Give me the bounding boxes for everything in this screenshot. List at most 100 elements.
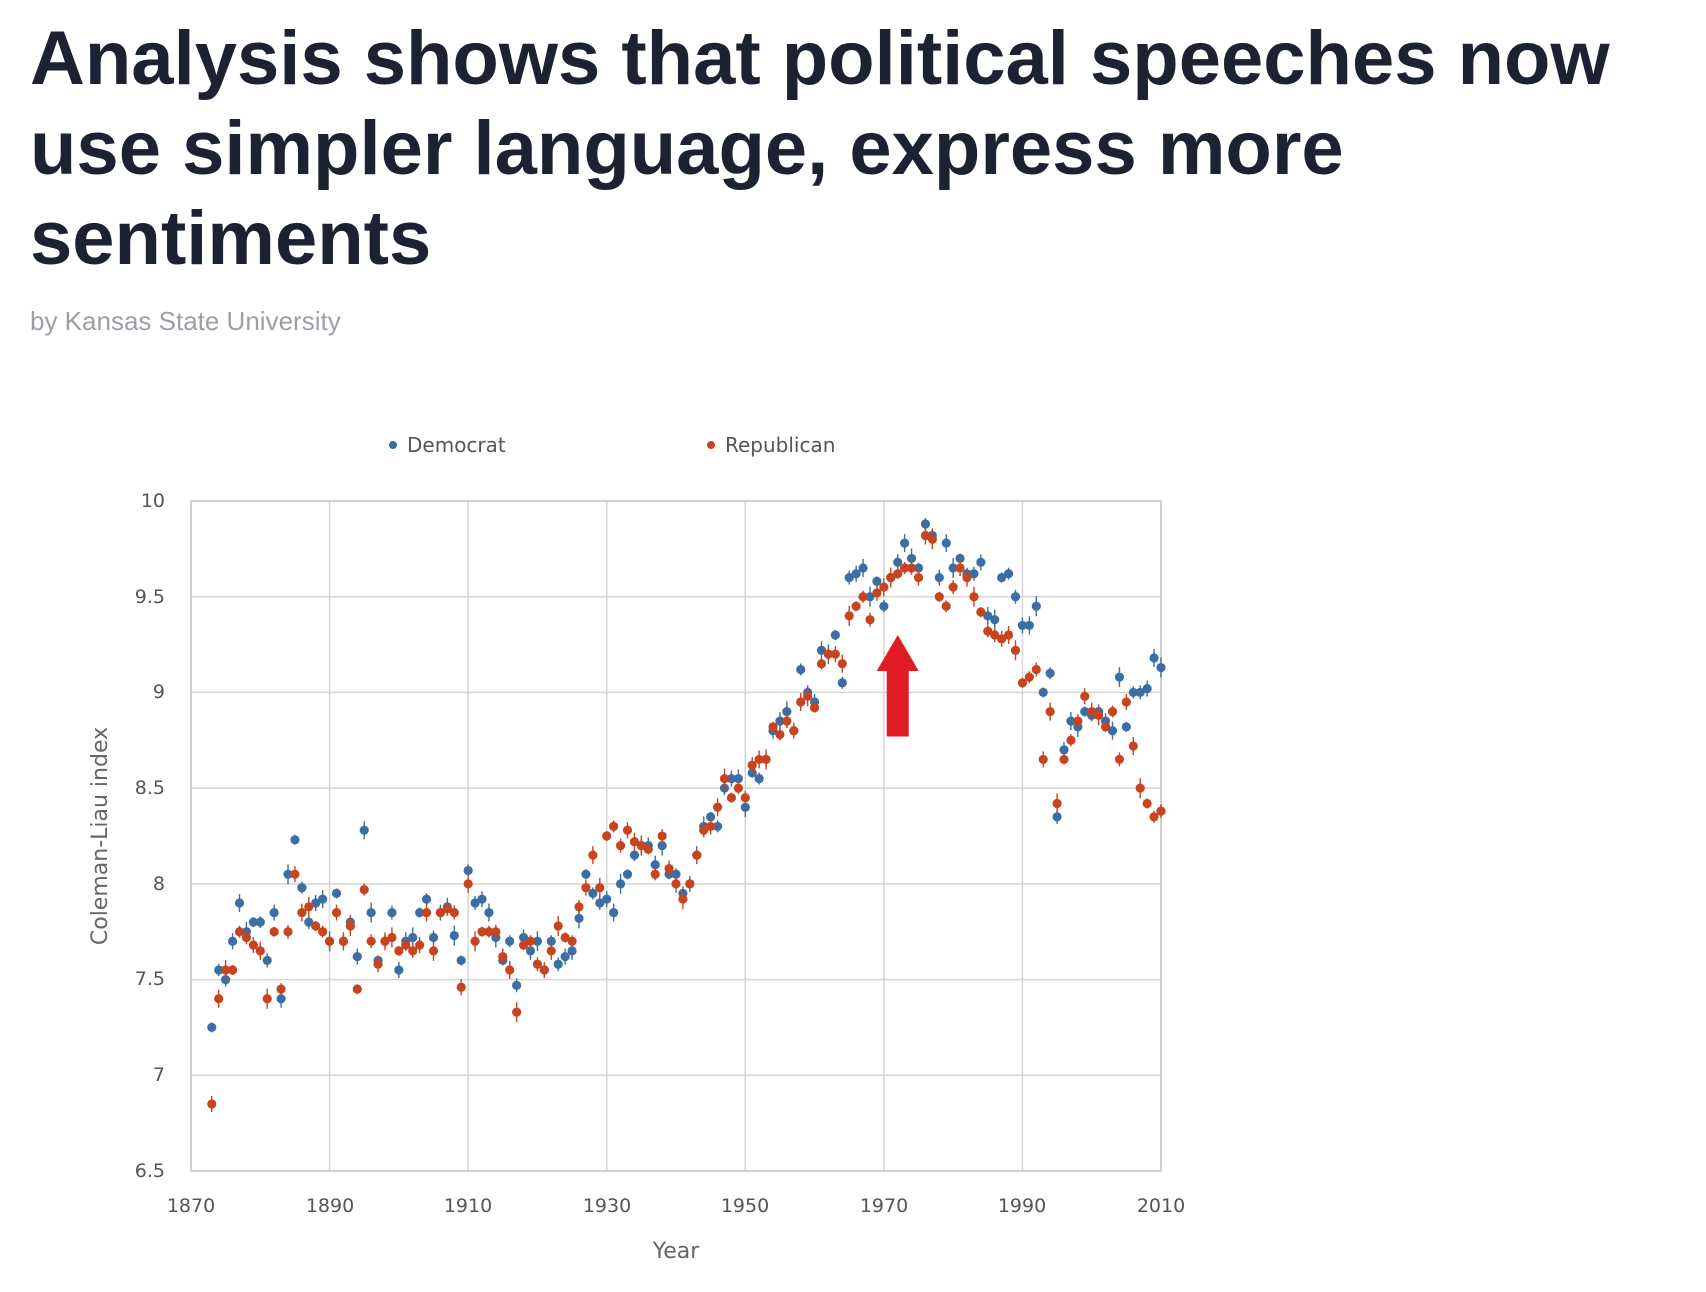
data-point-democrat — [318, 894, 328, 904]
chart-grid — [190, 500, 1162, 1172]
data-point-republican — [456, 982, 466, 992]
data-point-democrat — [227, 936, 238, 946]
data-point-democrat — [1024, 620, 1034, 631]
x-axis-title: Year — [652, 1239, 701, 1264]
data-point-republican — [740, 793, 750, 803]
data-point-republican — [622, 825, 633, 835]
data-point-republican — [1080, 691, 1090, 701]
data-point-republican — [796, 697, 806, 707]
data-point-republican — [581, 883, 591, 893]
data-point-democrat — [941, 538, 951, 548]
data-point-democrat — [207, 1022, 217, 1033]
data-point-democrat — [650, 860, 660, 870]
data-point-democrat — [816, 645, 827, 655]
data-point-republican — [1052, 798, 1062, 809]
data-point-republican — [768, 722, 778, 732]
data-point-republican — [331, 907, 342, 918]
data-point-republican — [505, 965, 515, 975]
x-tick-label: 1950 — [721, 1195, 769, 1217]
data-point-republican — [401, 940, 411, 950]
data-point-republican — [394, 946, 404, 956]
data-point-republican — [221, 965, 231, 975]
data-point-republican — [782, 716, 792, 726]
data-point-republican — [449, 907, 459, 918]
data-point-democrat — [906, 553, 917, 564]
data-point-democrat — [1038, 687, 1048, 698]
data-point-democrat — [463, 865, 473, 876]
data-point-democrat — [408, 932, 418, 943]
data-point-democrat — [976, 557, 986, 567]
data-point-democrat — [830, 630, 840, 640]
data-point-democrat — [615, 879, 626, 889]
data-point-republican — [387, 932, 397, 943]
data-point-republican — [567, 936, 577, 946]
data-point-republican — [803, 691, 813, 701]
data-point-democrat — [560, 952, 570, 962]
data-point-democrat — [997, 572, 1007, 583]
data-point-republican — [1128, 741, 1138, 751]
data-point-republican — [983, 626, 993, 636]
data-point-republican — [872, 588, 882, 598]
data-point-republican — [650, 869, 660, 879]
data-point-democrat — [1114, 672, 1125, 682]
data-point-democrat — [394, 965, 404, 975]
data-point-republican — [311, 921, 321, 931]
data-point-republican — [1121, 697, 1131, 707]
data-point-republican — [214, 994, 224, 1004]
data-point-republican — [345, 921, 355, 931]
data-point-republican — [262, 994, 272, 1004]
data-point-republican — [1094, 710, 1104, 720]
data-point-democrat — [421, 894, 432, 904]
data-point-democrat — [581, 869, 591, 879]
data-point-republican — [1031, 664, 1041, 675]
data-point-democrat — [297, 883, 307, 893]
data-point-republican — [463, 879, 473, 889]
data-point-republican — [304, 902, 314, 912]
y-tick-label: 7.5 — [135, 968, 165, 990]
data-point-republican — [560, 932, 570, 943]
data-point-democrat — [1142, 684, 1152, 694]
data-point-republican — [636, 840, 646, 851]
data-point-democrat — [428, 932, 439, 943]
y-tick-label: 9 — [153, 681, 165, 703]
data-point-democrat — [740, 802, 750, 812]
data-point-democrat — [754, 773, 764, 784]
data-point-republican — [595, 883, 605, 893]
data-point-democrat — [595, 898, 605, 908]
data-point-republican — [276, 984, 286, 994]
data-point-republican — [352, 984, 362, 994]
y-tick-label: 8 — [153, 873, 165, 895]
data-point-republican — [906, 563, 917, 573]
data-point-democrat — [602, 894, 612, 904]
data-point-democrat — [622, 869, 633, 879]
data-point-republican — [227, 965, 238, 975]
data-point-republican — [879, 582, 889, 592]
data-point-democrat — [366, 907, 376, 918]
data-point-democrat — [553, 959, 563, 969]
data-point-republican — [664, 863, 674, 874]
data-point-republican — [1142, 798, 1152, 809]
data-point-democrat — [1107, 726, 1118, 736]
data-point-republican — [1017, 678, 1028, 688]
data-point-republican — [512, 1007, 522, 1017]
data-point-democrat — [1149, 653, 1159, 663]
data-point-democrat — [518, 932, 529, 943]
data-point-republican — [338, 936, 349, 946]
data-point-republican — [851, 601, 861, 611]
data-point-republican — [893, 569, 903, 579]
data-point-democrat — [290, 835, 300, 845]
data-point-republican — [290, 869, 300, 879]
data-point-republican — [1114, 754, 1125, 765]
data-point-republican — [837, 659, 847, 669]
data-point-republican — [408, 946, 418, 956]
chart-legend: Democrat Republican — [389, 433, 835, 457]
data-point-democrat — [505, 936, 515, 946]
data-point-republican — [719, 773, 730, 784]
data-point-democrat — [706, 812, 716, 822]
data-point-republican — [643, 844, 653, 854]
data-point-republican — [234, 927, 245, 937]
x-tick-label: 1890 — [306, 1195, 354, 1217]
data-point-republican — [692, 850, 702, 860]
data-point-democrat — [726, 773, 737, 784]
data-point-republican — [1100, 722, 1111, 732]
